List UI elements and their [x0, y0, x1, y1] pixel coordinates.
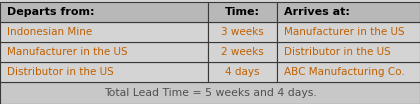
Text: Arrives at:: Arrives at:	[284, 7, 350, 17]
Bar	[277, 22, 420, 42]
Text: Manufacturer in the US: Manufacturer in the US	[284, 27, 404, 37]
Text: Manufacturer in the US: Manufacturer in the US	[7, 47, 127, 57]
Text: Distributor in the US: Distributor in the US	[284, 47, 391, 57]
Bar	[208, 2, 277, 22]
Bar	[0, 62, 208, 82]
Bar	[208, 62, 277, 82]
Text: Indonesian Mine: Indonesian Mine	[7, 27, 92, 37]
Bar	[0, 42, 208, 62]
Bar	[0, 2, 208, 22]
Text: Time:: Time:	[225, 7, 260, 17]
Bar	[277, 2, 420, 22]
Text: Total Lead Time = 5 weeks and 4 days.: Total Lead Time = 5 weeks and 4 days.	[104, 88, 316, 98]
Bar	[208, 42, 277, 62]
Text: 4 days: 4 days	[225, 67, 260, 77]
Bar	[277, 42, 420, 62]
Text: 3 weeks: 3 weeks	[221, 27, 264, 37]
Text: Departs from:: Departs from:	[7, 7, 94, 17]
Bar	[0, 82, 420, 104]
Text: 2 weeks: 2 weeks	[221, 47, 264, 57]
Text: ABC Manufacturing Co.: ABC Manufacturing Co.	[284, 67, 405, 77]
Bar	[277, 62, 420, 82]
Bar	[0, 22, 208, 42]
Bar	[208, 22, 277, 42]
Text: Distributor in the US: Distributor in the US	[7, 67, 113, 77]
